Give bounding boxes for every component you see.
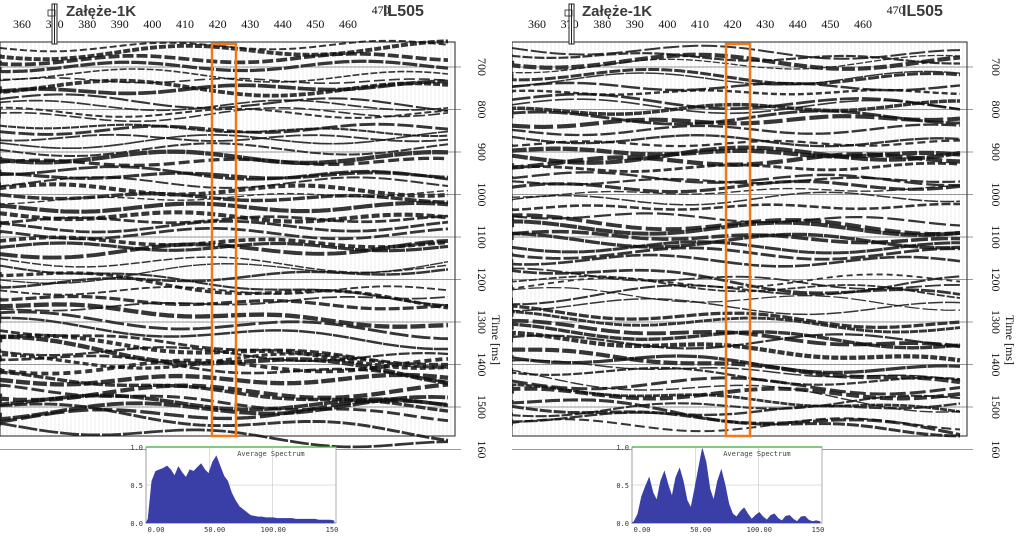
y-tick-label: 700 bbox=[989, 58, 1003, 76]
seismic-panel-left: 700 800 900 1000 1100 1200 1300 1400 1500 160 Time… bbox=[0, 3, 503, 534]
well-name-label: Załęże-1K bbox=[582, 3, 652, 20]
y-tick-label: 1300 bbox=[989, 310, 1003, 334]
x-tick-label: 390 bbox=[626, 17, 644, 31]
spectrum-x-tick: 150 bbox=[812, 526, 825, 534]
well-name-label: Załęże-1K bbox=[66, 3, 136, 20]
y-tick-label: 160 bbox=[475, 441, 489, 459]
y-tick-label: 1000 bbox=[989, 183, 1003, 207]
y-tick-label: 1100 bbox=[989, 225, 1003, 249]
x-tick-label: 470 bbox=[372, 3, 390, 17]
x-tick-label: 410 bbox=[176, 17, 194, 31]
spectrum-x-tick: 50.00 bbox=[204, 526, 225, 534]
spectrum-y-tick: 1.0 bbox=[616, 444, 629, 452]
x-tick-label: 430 bbox=[756, 17, 774, 31]
x-tick-label: 420 bbox=[724, 17, 742, 31]
spectrum-x-tick: 0.00 bbox=[634, 526, 651, 534]
spectrum-y-tick: 0.0 bbox=[130, 520, 143, 528]
y-tick-label: 1000 bbox=[475, 183, 489, 207]
y-tick-label: 1200 bbox=[989, 268, 1003, 292]
spectrum-y-tick: 0.0 bbox=[616, 520, 629, 528]
y-tick-label: 700 bbox=[475, 58, 489, 76]
inline-label: IL505 bbox=[383, 3, 424, 20]
x-tick-label: 460 bbox=[854, 17, 872, 31]
y-tick-label: 1300 bbox=[475, 310, 489, 334]
x-tick-label: 410 bbox=[691, 17, 709, 31]
spectrum-y-tick: 1.0 bbox=[130, 444, 143, 452]
y-tick-label: 800 bbox=[989, 101, 1003, 119]
seismic-panel-right: 700 800 900 1000 1100 1200 1300 1400 1500 160 Time… bbox=[512, 0, 1024, 536]
average-spectrum-chart: Average Spectrum 1.0 0.5 0.0 0.00 50.00 100.00… bbox=[130, 444, 338, 534]
spectrum-x-tick: 0.00 bbox=[148, 526, 165, 534]
seismic-figure-right: 700 800 900 1000 1100 1200 1300 1400 1500 160 Time… bbox=[512, 3, 1017, 534]
spectrum-title: Average Spectrum bbox=[237, 450, 304, 458]
spectrum-area bbox=[145, 455, 335, 524]
x-tick-label: 450 bbox=[821, 17, 839, 31]
x-tick-label: 440 bbox=[274, 17, 292, 31]
spectrum-area bbox=[631, 448, 821, 524]
x-tick-label: 400 bbox=[658, 17, 676, 31]
well-marker bbox=[564, 3, 575, 45]
x-tick-label: 380 bbox=[78, 17, 96, 31]
well-tie-highlight-box bbox=[210, 42, 238, 438]
seismic-reflectors bbox=[512, 42, 964, 438]
seismic-figure-left: 700 800 900 1000 1100 1200 1300 1400 1500 160 Time… bbox=[0, 3, 503, 534]
y-tick-label: 1500 bbox=[989, 395, 1003, 419]
y-tick-label: 900 bbox=[475, 143, 489, 161]
seismic-section-area bbox=[0, 41, 456, 437]
y-tick-label: 1400 bbox=[475, 353, 489, 377]
x-tick-label: 360 bbox=[528, 17, 546, 31]
x-tick-label: 450 bbox=[306, 17, 324, 31]
spectrum-x-tick: 100.00 bbox=[261, 526, 286, 534]
x-tick-label: 460 bbox=[339, 17, 357, 31]
spectrum-x-tick: 100.00 bbox=[747, 526, 772, 534]
x-tick-label: 430 bbox=[241, 17, 259, 31]
x-tick-label: 470 bbox=[887, 3, 905, 17]
spectrum-y-tick: 0.5 bbox=[130, 482, 143, 490]
x-tick-label: 420 bbox=[209, 17, 227, 31]
spectrum-title: Average Spectrum bbox=[723, 450, 790, 458]
x-tick-label: 380 bbox=[593, 17, 611, 31]
x-tick-label: 440 bbox=[789, 17, 807, 31]
x-tick-label: 390 bbox=[111, 17, 129, 31]
y-tick-label: 1200 bbox=[475, 268, 489, 292]
y-tick-label: 1100 bbox=[475, 225, 489, 249]
x-tick-label: 360 bbox=[13, 17, 31, 31]
y-tick-label: 1500 bbox=[475, 395, 489, 419]
y-axis-title: Time [ms] bbox=[1003, 315, 1017, 365]
average-spectrum-chart: Average Spectrum 1.0 0.5 0.0 0.00 50.00 100.00… bbox=[616, 444, 824, 534]
inline-label: IL505 bbox=[902, 3, 943, 20]
y-tick-label: 160 bbox=[989, 441, 1003, 459]
well-marker bbox=[47, 3, 58, 45]
spectrum-x-tick: 50.00 bbox=[690, 526, 711, 534]
x-tick-label: 400 bbox=[143, 17, 161, 31]
y-tick-label: 900 bbox=[989, 143, 1003, 161]
spectrum-x-tick: 150 bbox=[326, 526, 339, 534]
spectrum-y-tick: 0.5 bbox=[616, 482, 629, 490]
y-tick-label: 1400 bbox=[989, 353, 1003, 377]
y-axis-title: Time [ms] bbox=[489, 315, 503, 365]
seismic-reflectors bbox=[0, 39, 452, 449]
y-tick-label: 800 bbox=[475, 101, 489, 119]
well-tie-highlight-box bbox=[724, 42, 752, 438]
